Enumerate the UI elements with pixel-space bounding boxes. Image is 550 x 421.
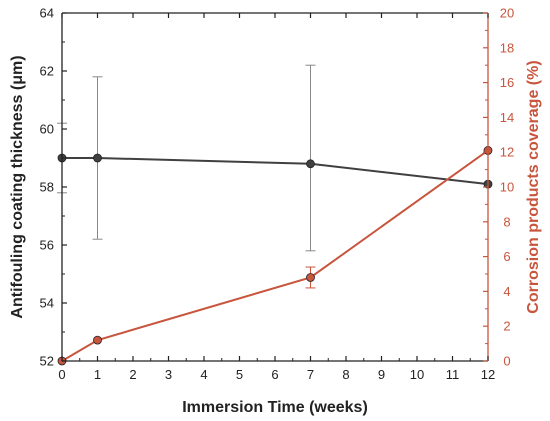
- x-tick-label: 10: [410, 367, 424, 382]
- x-tick-label: 6: [271, 367, 278, 382]
- x-tick-label: 9: [378, 367, 385, 382]
- x-tick-label: 7: [307, 367, 314, 382]
- right-y-tick-label: 18: [500, 40, 514, 55]
- data-point: [306, 159, 315, 169]
- right-y-tick-label: 6: [503, 249, 510, 264]
- tick-layer: 0 1 2 3 4 5 6 7 8 9 10 11 12525456586062640246810121…: [40, 6, 515, 383]
- left-y-tick-label: 60: [40, 122, 54, 137]
- x-axis-title: Immersion Time (weeks): [182, 399, 368, 416]
- x-tick-label: 4: [200, 367, 207, 382]
- plot-area: [62, 13, 488, 361]
- data-point: [93, 153, 102, 163]
- right-y-tick-label: 4: [503, 284, 510, 299]
- x-tick-label: 8: [342, 367, 349, 382]
- right-y-tick-label: 10: [500, 180, 514, 195]
- right-y-axis-title: Corrosion products coverage (%): [525, 60, 542, 313]
- x-tick-label: 1: [94, 367, 101, 382]
- left-y-tick-label: 52: [40, 354, 54, 369]
- x-tick-label: 5: [236, 367, 243, 382]
- left-y-tick-label: 64: [40, 6, 54, 21]
- series-line: [61, 149, 489, 362]
- data-point: [306, 273, 315, 282]
- data-point: [93, 335, 102, 345]
- x-tick-label: 11: [446, 367, 460, 382]
- right-y-tick-label: 20: [500, 6, 514, 21]
- x-tick-label: 0: [58, 367, 65, 382]
- right-y-tick-label: 0: [503, 354, 510, 369]
- x-tick-label: 2: [129, 367, 136, 382]
- right-y-tick-label: 2: [503, 319, 510, 334]
- right-y-tick-label: 14: [500, 110, 514, 125]
- left-y-tick-label: 58: [40, 180, 54, 195]
- right-y-tick-label: 8: [503, 214, 510, 229]
- x-tick-label: 12: [481, 367, 495, 382]
- x-tick-label: 3: [165, 367, 172, 382]
- left-y-tick-label: 62: [40, 64, 54, 79]
- series-line: [62, 157, 489, 186]
- left-y-tick-label: 54: [40, 296, 54, 311]
- left-y-axis-title: Antifouling coating thickness (μm): [9, 55, 26, 318]
- right-y-tick-label: 12: [500, 145, 514, 160]
- right-y-tick-label: 16: [500, 75, 514, 90]
- left-y-tick-label: 56: [40, 238, 54, 253]
